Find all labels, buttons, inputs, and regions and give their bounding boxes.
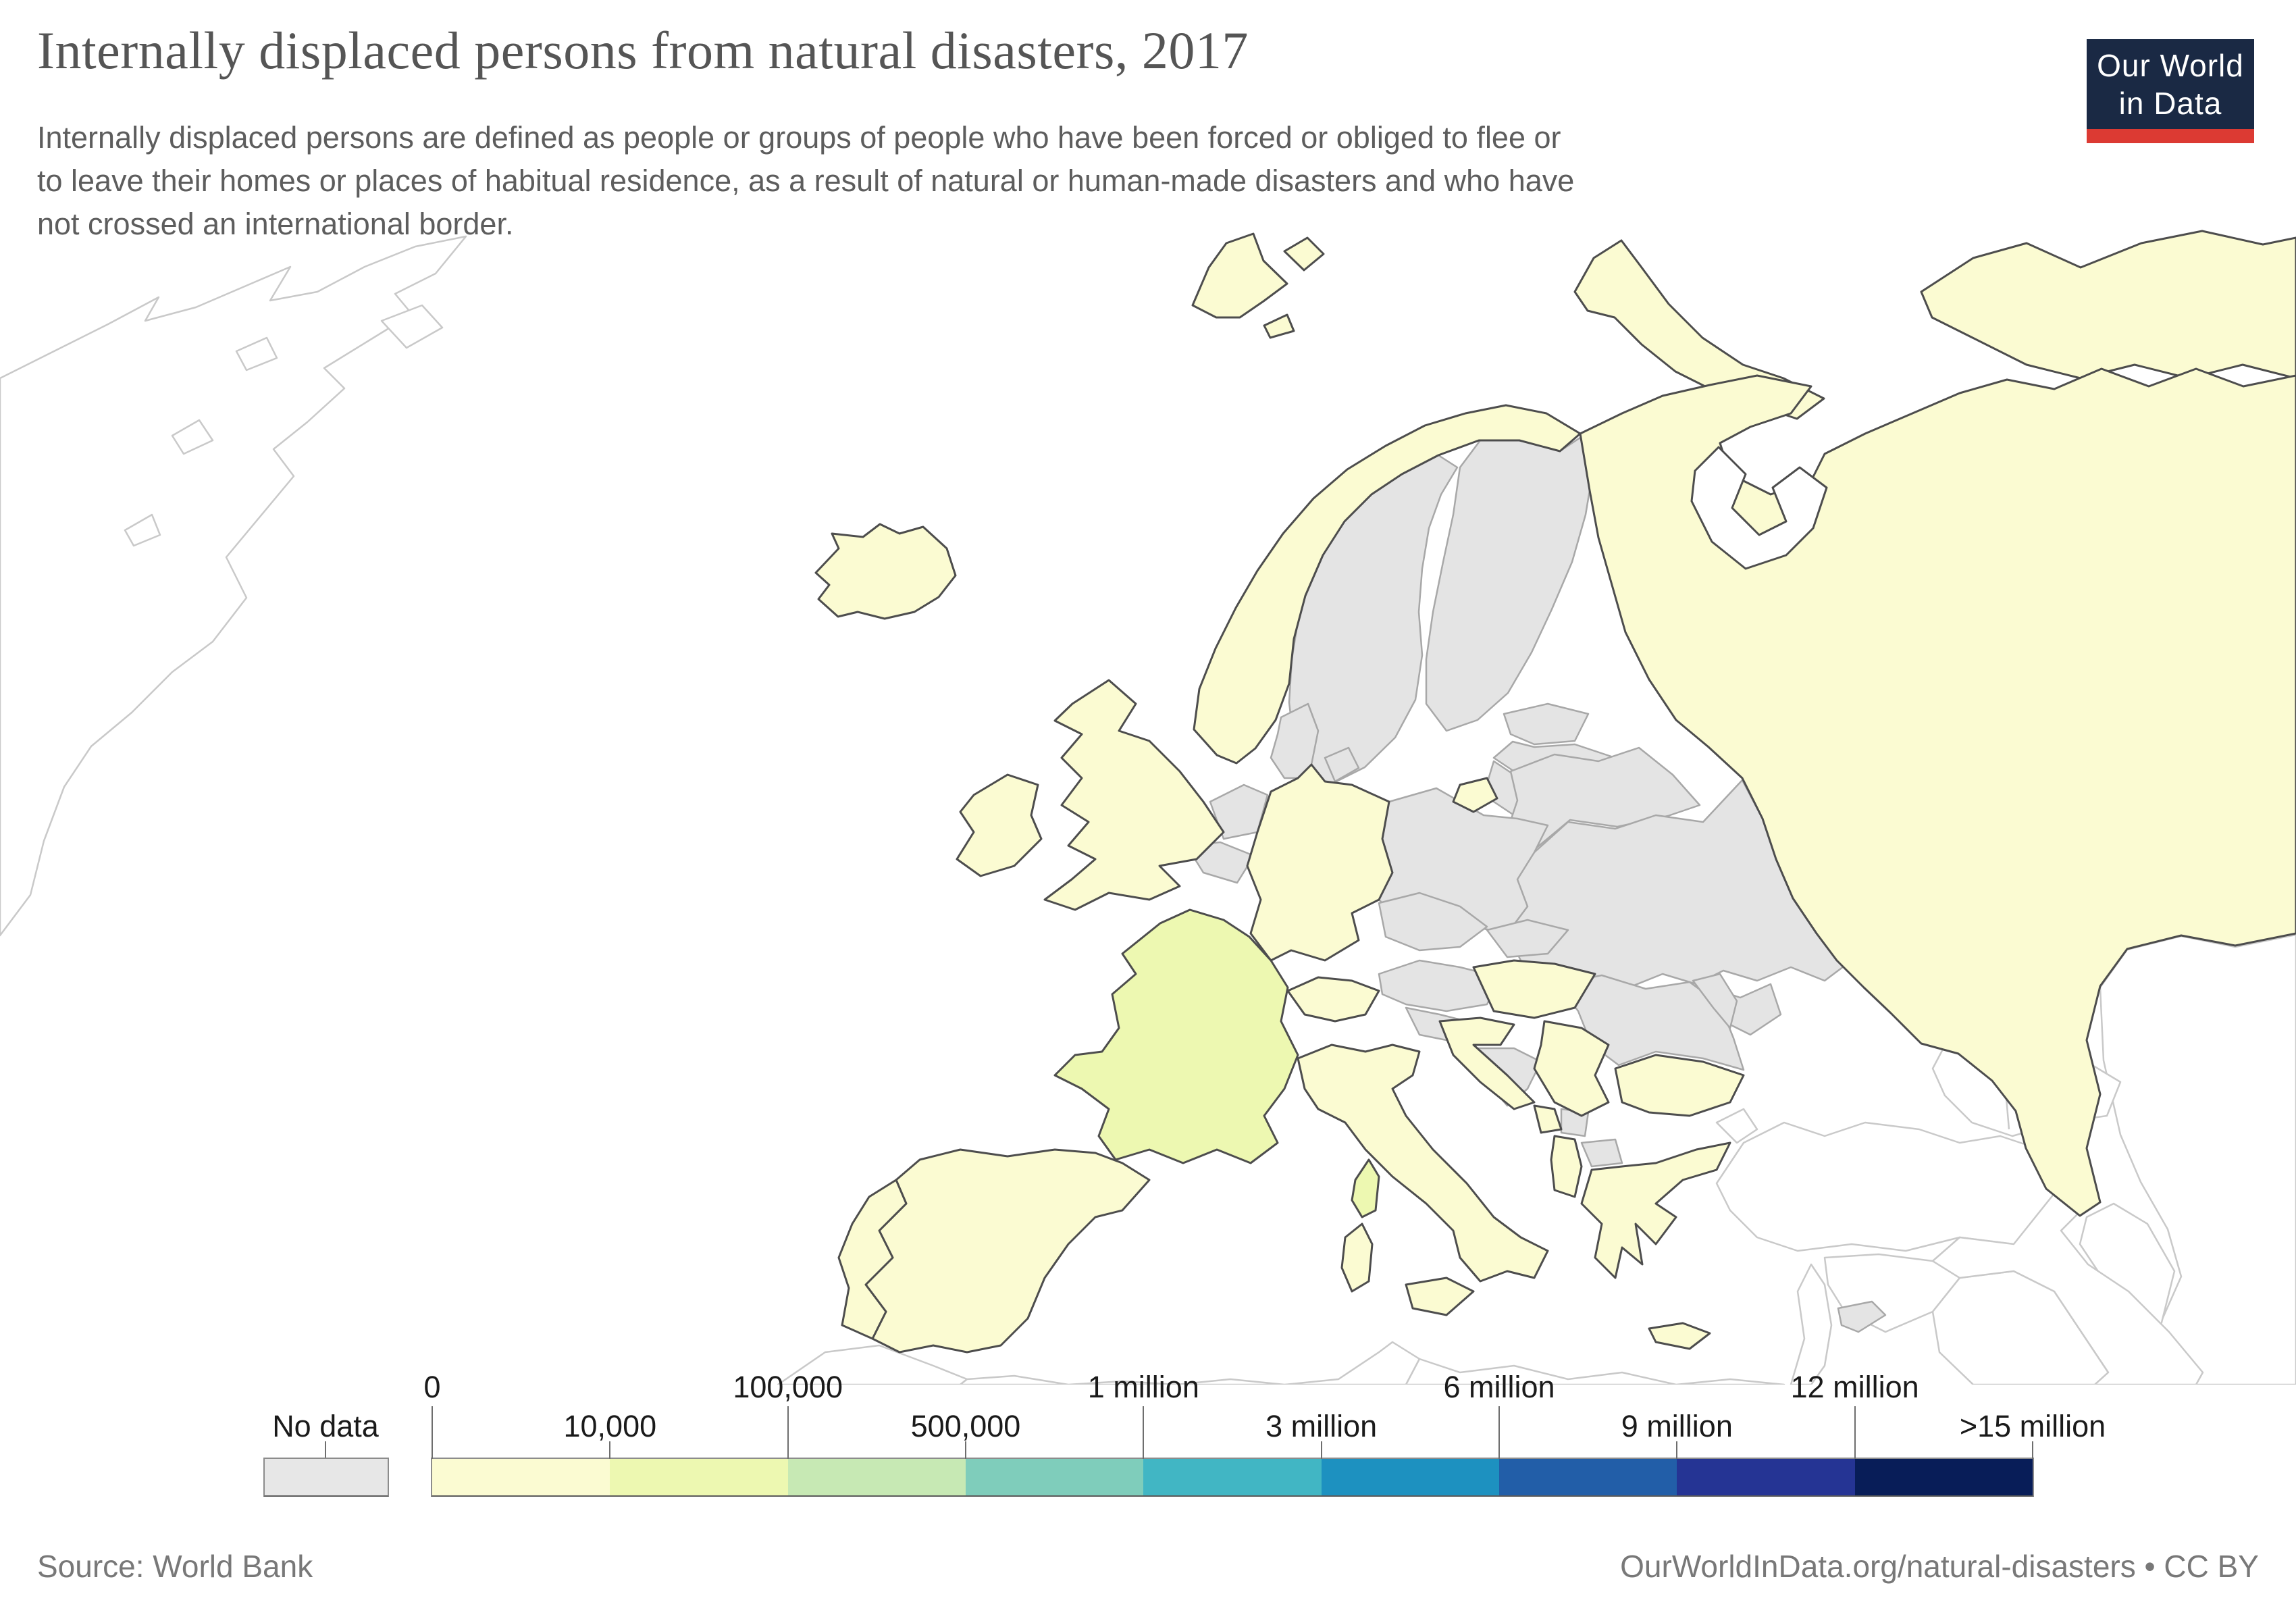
country-novaya-zemlya[interactable]	[1573, 239, 1825, 420]
country-greenland	[0, 235, 467, 937]
white-sea	[1690, 446, 1828, 570]
country-macedonia[interactable]	[1580, 1138, 1623, 1168]
subtitle-line-1: Internally displaced persons are defined…	[37, 120, 1561, 155]
legend-boundary-tick-3	[965, 1441, 966, 1459]
country-serbia[interactable]	[1533, 1020, 1610, 1117]
legend-segment-9[interactable]	[1854, 1459, 2033, 1495]
country-czechia[interactable]	[1378, 892, 1488, 952]
legend-segment-3[interactable]	[787, 1459, 966, 1495]
country-croatia[interactable]	[1438, 1017, 1536, 1110]
subtitle-line-3: not crossed an international border.	[37, 207, 514, 241]
owid-logo-line-1: Our World	[2097, 48, 2244, 83]
country-levant	[1790, 1263, 1833, 1385]
legend-segment-1[interactable]	[432, 1459, 610, 1495]
legend-boundary-tick-2	[787, 1406, 789, 1459]
legend-boundary-tick-9	[2032, 1441, 2033, 1459]
legend-boundary-tick-0	[432, 1406, 433, 1459]
legend-segment-4[interactable]	[965, 1459, 1144, 1495]
owid-logo[interactable]: Our World in Data	[2087, 39, 2254, 143]
country-hungary[interactable]	[1472, 959, 1596, 1019]
legend-color-bar	[431, 1458, 2034, 1497]
country-united-kingdom[interactable]	[1043, 679, 1225, 911]
country-cyprus[interactable]	[1837, 1300, 1887, 1333]
country-kaliningrad[interactable]	[1452, 777, 1498, 813]
country-morocco	[777, 1344, 968, 1385]
country-arctic-coast[interactable]	[1920, 230, 2296, 380]
country-montenegro[interactable]	[1533, 1104, 1563, 1134]
country-corsica[interactable]	[1351, 1158, 1380, 1218]
country-france[interactable]	[1053, 908, 1299, 1164]
country-spain[interactable]	[864, 1148, 1151, 1354]
country-slovakia[interactable]	[1486, 919, 1569, 958]
legend-segment-2[interactable]	[610, 1459, 788, 1495]
country-svalbard[interactable]	[1283, 236, 1325, 272]
country-austria[interactable]	[1378, 959, 1502, 1012]
country-portugal[interactable]	[837, 1179, 908, 1340]
country-estonia[interactable]	[1503, 702, 1590, 746]
owid-logo-line-2: in Data	[2118, 86, 2222, 121]
country-crete[interactable]	[1648, 1322, 1711, 1350]
legend-boundary-label-9-million: 9 million	[1621, 1409, 1733, 1443]
legend-boundary-tick-6	[1498, 1406, 1500, 1459]
country-ireland[interactable]	[956, 773, 1043, 877]
greenland-island-2	[235, 336, 278, 371]
page-title: Internally displaced persons from natura…	[37, 21, 1249, 80]
legend-boundary-tick-8	[1854, 1406, 1856, 1459]
legend-segment-8[interactable]	[1677, 1459, 1855, 1495]
legend-boundary-tick-4	[1143, 1406, 1145, 1459]
legend-boundary-tick-7	[1676, 1441, 1678, 1459]
footer-source[interactable]: Source: World Bank	[37, 1549, 313, 1584]
country-libya-egypt	[1405, 1358, 1785, 1385]
country-norway[interactable]	[1193, 404, 1582, 765]
greenland-island-3	[171, 419, 214, 455]
country-greece[interactable]	[1580, 1141, 1731, 1279]
country-bulgaria[interactable]	[1614, 1054, 1745, 1117]
legend-segment-6[interactable]	[1321, 1459, 1499, 1495]
country-algeria-tunisia	[959, 1341, 1421, 1385]
country-svalbard[interactable]	[1263, 313, 1295, 339]
owid-logo-stripe	[2087, 129, 2254, 143]
country-iran	[1931, 1175, 2204, 1385]
legend-segment-5[interactable]	[1143, 1459, 1322, 1495]
legend-no-data-tick	[325, 1441, 326, 1459]
legend-boundary-label-500-000: 500,000	[910, 1409, 1021, 1443]
country-moldova[interactable]	[1692, 973, 1738, 1029]
country-italy[interactable]	[1297, 1044, 1549, 1283]
country-germany[interactable]	[1246, 763, 1394, 962]
country-turkey-thrace	[1715, 1108, 1758, 1144]
choropleth-map	[0, 230, 2296, 1385]
country-finland[interactable]	[1425, 436, 1594, 732]
legend-boundary-label--15-million: >15 million	[1959, 1409, 2106, 1443]
legend-segment-7[interactable]	[1498, 1459, 1677, 1495]
country-albania[interactable]	[1550, 1135, 1583, 1198]
greenland-island-1	[380, 304, 444, 349]
country-sardinia[interactable]	[1340, 1223, 1374, 1293]
legend-boundary-label-10-000: 10,000	[563, 1409, 657, 1443]
subtitle-line-2: to leave their homes or places of habitu…	[37, 163, 1575, 198]
legend-boundary-tick-5	[1320, 1441, 1322, 1459]
country-sicily[interactable]	[1405, 1277, 1475, 1316]
legend-boundary-tick-1	[609, 1441, 611, 1459]
page-subtitle: Internally displaced persons are defined…	[37, 116, 1574, 246]
country-denmark-island[interactable]	[1324, 746, 1360, 783]
greenland-island-4	[124, 513, 161, 547]
country-switzerland[interactable]	[1286, 976, 1380, 1023]
legend-no-data-label: No data	[272, 1409, 379, 1443]
legend-no-data-swatch[interactable]	[263, 1458, 389, 1497]
footer-link[interactable]: OurWorldInData.org/natural-disasters • C…	[1620, 1549, 2259, 1584]
country-svalbard[interactable]	[1191, 232, 1288, 319]
legend-boundary-label-3-million: 3 million	[1266, 1409, 1378, 1443]
country-iceland[interactable]	[814, 523, 957, 620]
